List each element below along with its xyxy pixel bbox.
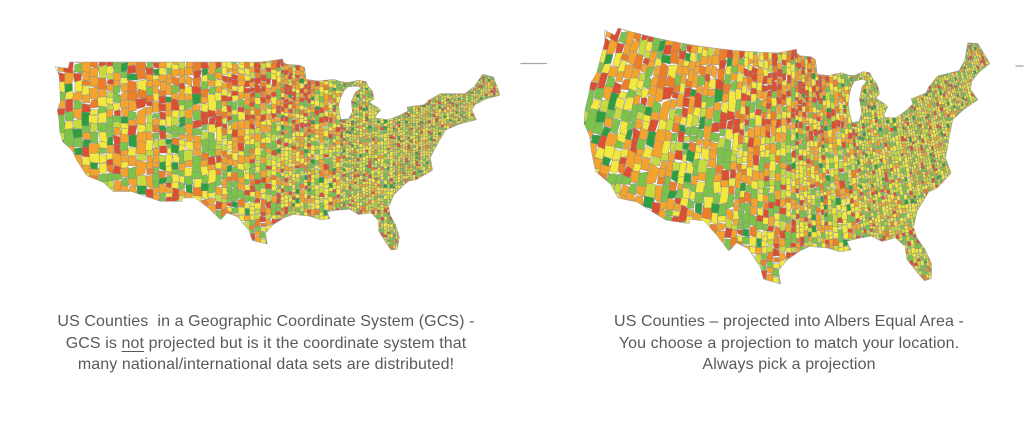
albers-map [583, 27, 991, 285]
gcs-caption-line2-suffix: projected but is it the coordinate syste… [144, 334, 467, 352]
gcs-caption-line2-prefix: GCS is [65, 334, 122, 352]
albers-caption-line2: You choose a projection to match your lo… [618, 334, 960, 352]
albers-caption: US Counties – projected into Albers Equa… [546, 311, 1024, 376]
gcs-caption-line3: many national/international data sets ar… [77, 356, 455, 373]
albers-caption-line3: Always pick a projection [702, 356, 876, 373]
gcs-caption: US Counties in a Geographic Coordinate S… [8, 311, 524, 376]
gcs-map [54, 58, 501, 251]
gcs-caption-line2-underlined-word: not [121, 334, 145, 352]
gcs-caption-line1: US Counties in a Geographic Coordinate S… [57, 313, 475, 330]
gcs-caption-line2: GCS is not projected but is it the coord… [8, 333, 524, 355]
albers-caption-line1: US Counties – projected into Albers Equa… [614, 313, 964, 330]
